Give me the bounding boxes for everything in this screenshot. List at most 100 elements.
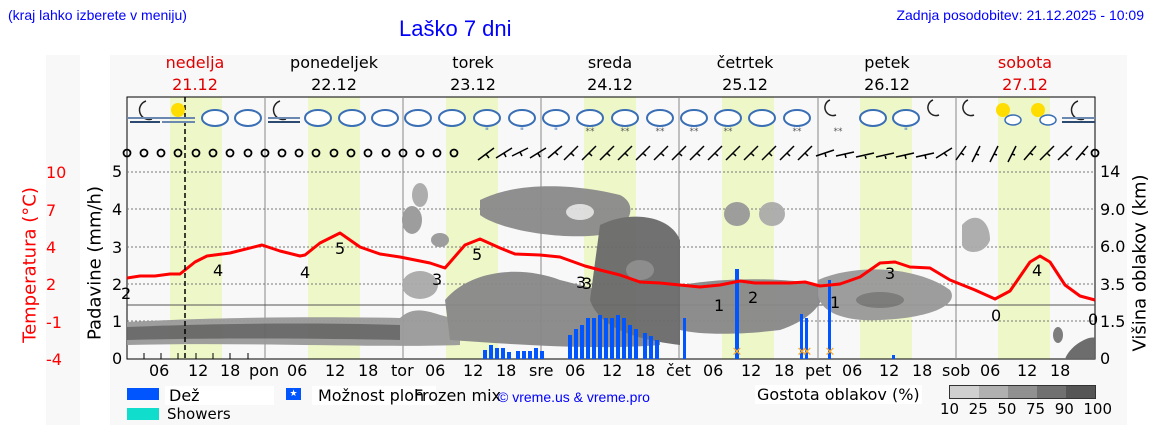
svg-text:**: **	[724, 127, 734, 137]
temp-tick: -1	[46, 313, 62, 332]
cloud-tick: 1.5	[1100, 312, 1126, 331]
cloud-density-scale	[949, 385, 1096, 399]
svg-text:3: 3	[885, 264, 895, 283]
density-tick: 90	[1054, 400, 1074, 418]
legend-rain-swatch	[127, 388, 159, 400]
precip-tick: 5	[112, 162, 123, 181]
temp-tick: 2	[46, 275, 57, 294]
svg-text:1: 1	[714, 296, 724, 315]
temp-tick: 7	[46, 201, 57, 220]
precipitation-bars	[483, 269, 895, 359]
svg-text:**: **	[586, 127, 596, 137]
x-tick: 12	[463, 361, 484, 380]
sun-partly-cloudy-icons	[996, 103, 1057, 126]
cloud-tick: 6.0	[1100, 237, 1126, 256]
x-tick: 06	[980, 361, 1001, 380]
day-header-1: ponedeljek 22.12	[290, 53, 378, 94]
svg-text:4: 4	[213, 261, 223, 280]
temperature-axis-bg	[46, 55, 80, 425]
copyright-link[interactable]: © vreme.us & vreme.pro	[498, 389, 650, 405]
temperature-line	[126, 231, 1096, 302]
day-header-2: torek 23.12	[450, 53, 496, 94]
precip-tick: 4	[112, 200, 123, 219]
svg-text:✕: ✕	[797, 345, 808, 360]
svg-text:**: **	[690, 127, 700, 137]
x-tick: pon	[249, 361, 280, 380]
cloud-tick: 14	[1100, 162, 1121, 181]
cloud-density-label: Gostota oblakov (%)	[755, 385, 922, 404]
svg-text:3: 3	[432, 270, 442, 289]
cloud-tick: 0	[1100, 349, 1111, 368]
moon-cloud-icons	[268, 99, 1095, 123]
precip-tick: 1	[112, 312, 123, 331]
x-tick: čet	[666, 361, 691, 380]
density-tick: 10	[940, 400, 960, 418]
x-tick: tor	[391, 361, 414, 380]
x-tick: 06	[703, 361, 724, 380]
location-hint: (kraj lahko izberete v meniju)	[8, 7, 187, 23]
x-tick: 12	[602, 361, 623, 380]
density-tick: 25	[968, 400, 988, 418]
precip-tick: 2	[112, 275, 123, 294]
precip-tick: 0	[112, 349, 123, 368]
svg-text:2: 2	[121, 284, 131, 303]
temperature-annotations: 2 4 4 5 3 5 3 3 1 2 1 3 0 4 0	[121, 239, 1098, 329]
svg-text:5: 5	[472, 245, 482, 264]
x-tick: sre	[529, 361, 554, 380]
svg-text:": "	[904, 127, 908, 137]
x-tick: 12	[879, 361, 900, 380]
x-tick: pet	[805, 361, 832, 380]
x-tick: 18	[358, 361, 379, 380]
x-tick: 12	[1017, 361, 1038, 380]
x-tick: 12	[325, 361, 346, 380]
day-header-6: sobota 27.12	[997, 53, 1053, 94]
x-tick: 06	[565, 361, 586, 380]
svg-text:**: **	[656, 127, 666, 137]
possible-shower-markers: ✕ ✕✕ ✕	[732, 345, 836, 360]
day-header-4: četrtek 25.12	[716, 53, 774, 94]
x-tick: 12	[188, 361, 209, 380]
cloud-icons	[201, 109, 920, 127]
svg-text:4: 4	[1032, 261, 1042, 280]
x-tick: 06	[287, 361, 308, 380]
weather-icons-row	[127, 100, 195, 123]
svg-text:5: 5	[335, 239, 345, 258]
moon-fog-icon	[127, 100, 162, 123]
x-tick: 18	[635, 361, 656, 380]
sun-fog-icon	[162, 103, 195, 123]
x-tick: 06	[842, 361, 863, 380]
x-tick: 12	[741, 361, 762, 380]
x-tick: sob	[942, 361, 971, 380]
legend-showers-label: Showers	[167, 405, 231, 423]
cloud-tick: 3.5	[1100, 275, 1126, 294]
last-update: Zadnja posodobitev: 21.12.2025 - 10:09	[896, 7, 1144, 23]
temp-tick: -4	[46, 350, 62, 369]
day-header-3: sreda 24.12	[587, 53, 633, 94]
legend-possible-shower-label: Možnost ploh	[312, 386, 436, 405]
legend-rain-label: Dež	[165, 386, 274, 405]
svg-text:": "	[554, 127, 558, 137]
legend-frozen-mix-label: Frozen mix	[414, 386, 502, 405]
svg-text:2: 2	[748, 288, 758, 307]
svg-text:": "	[520, 127, 524, 137]
svg-text:✕: ✕	[825, 345, 836, 360]
legend-showers-swatch	[127, 408, 159, 420]
x-tick: 18	[912, 361, 933, 380]
x-tick: 18	[496, 361, 517, 380]
svg-text:3: 3	[576, 273, 586, 292]
density-tick: 50	[997, 400, 1017, 418]
svg-text:3: 3	[582, 274, 592, 293]
svg-text:1: 1	[830, 293, 840, 312]
day-header-5: petek 26.12	[864, 53, 910, 94]
temp-tick: 4	[46, 238, 57, 257]
svg-text:0: 0	[991, 306, 1001, 325]
day-header-0: nedelja 21.12	[165, 53, 225, 94]
svg-text:✕: ✕	[802, 345, 813, 360]
svg-text:": "	[485, 127, 489, 137]
wind-calm-markers	[122, 148, 1100, 158]
svg-text:**: **	[621, 127, 631, 137]
x-tick: 18	[220, 361, 241, 380]
svg-text:✕: ✕	[732, 345, 743, 360]
precip-symbols: " " " " ** ** ** ** ** ** **	[485, 127, 908, 137]
